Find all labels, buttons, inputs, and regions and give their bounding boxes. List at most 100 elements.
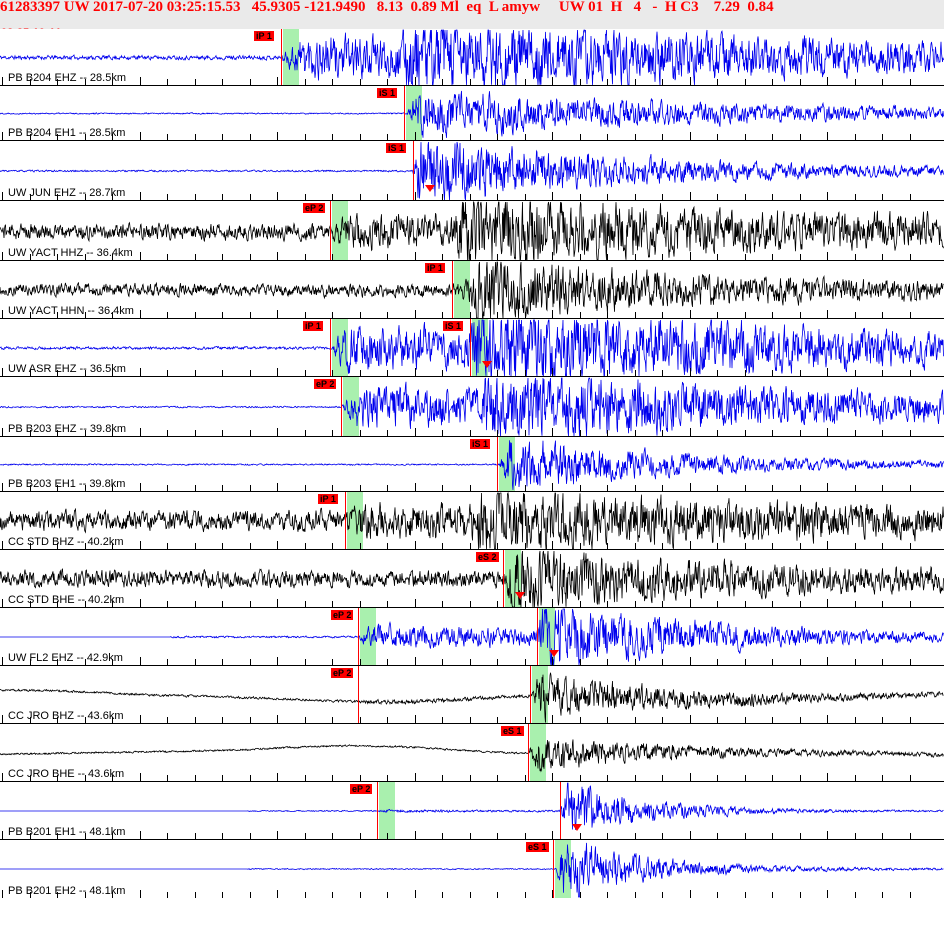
pick-marker-line[interactable] <box>330 319 331 376</box>
pick-phase-label[interactable]: eS 1 <box>526 842 549 852</box>
pick-window-band <box>283 29 299 85</box>
pick-phase-label[interactable]: eP 2 <box>303 203 326 213</box>
trace-row[interactable]: iS 1 PB B203 EH1 -- 39.8km <box>0 437 944 492</box>
pick-phase-label[interactable]: iS 1 <box>443 321 464 331</box>
time-axis-ticks <box>0 428 944 436</box>
channel-label: CC STD BHZ -- 40.2km <box>8 536 124 548</box>
time-window-header: 03:25:10.44 Timespan= 33 s 03:25:43.48 <box>0 15 944 63</box>
pick-phase-label[interactable]: iP 1 <box>254 31 274 41</box>
waveform <box>0 90 944 138</box>
waveform <box>0 492 944 549</box>
time-axis-ticks <box>0 773 944 781</box>
pick-phase-label[interactable]: iS 1 <box>386 143 407 153</box>
channel-label: PB B201 EH2 -- 48.1km <box>8 885 126 897</box>
trace-row[interactable]: eP 2 CC JRO BHZ -- 43.6km <box>0 666 944 724</box>
pick-phase-label[interactable]: eS 1 <box>501 726 524 736</box>
pick-marker-line[interactable] <box>497 437 498 491</box>
trace-row[interactable]: eS 1 CC JRO BHE -- 43.6km <box>0 724 944 782</box>
waveform <box>0 672 944 723</box>
pick-phase-label[interactable]: eP 2 <box>314 379 337 389</box>
pick-marker-line[interactable] <box>413 141 414 200</box>
time-axis-ticks <box>0 657 944 665</box>
pick-marker-line[interactable] <box>528 724 529 781</box>
pick-phase-label[interactable]: eP 2 <box>331 668 354 678</box>
trace-row[interactable]: eP 2 UW YACT HHZ -- 36.4km <box>0 201 944 261</box>
pick-marker-line[interactable] <box>341 377 342 436</box>
channel-label: CC STD BHE -- 40.2km <box>8 594 125 606</box>
trace-row[interactable]: iS 1 PB B204 EH1 -- 28.5km <box>0 86 944 141</box>
pick-triangle-marker[interactable] <box>515 592 525 599</box>
pick-phase-label[interactable]: iP 1 <box>303 321 323 331</box>
trace-row[interactable]: iP 1 PB B204 EHZ -- 28.5km <box>0 29 944 86</box>
pick-marker-line[interactable] <box>377 782 378 839</box>
waveform <box>0 261 944 318</box>
time-axis-ticks <box>0 831 944 839</box>
waveform <box>0 319 944 376</box>
channel-label: PB B203 EHZ -- 39.8km <box>8 423 126 435</box>
pick-marker-line[interactable] <box>404 86 405 140</box>
pick-phase-label[interactable]: iS 1 <box>470 439 491 449</box>
channel-label: UW ASR EHZ -- 36.5km <box>8 363 126 375</box>
channel-label: UW YACT HHZ -- 36.4km <box>8 247 133 259</box>
time-axis-ticks <box>0 541 944 549</box>
waveform <box>0 550 944 607</box>
trace-row[interactable]: eP 2 PB B201 EH1 -- 48.1km <box>0 782 944 840</box>
pick-phase-label[interactable]: iP 1 <box>425 263 445 273</box>
trace-row[interactable]: eS 1 PB B201 EH2 -- 48.1km <box>0 840 944 898</box>
channel-label: PB B204 EH1 -- 28.5km <box>8 127 126 139</box>
trace-row[interactable]: eP 2 UW FL2 EHZ -- 42.9km <box>0 608 944 666</box>
trace-row[interactable]: iS 1 UW JUN EHZ -- 28.7km <box>0 141 944 201</box>
pick-triangle-marker[interactable] <box>425 185 435 192</box>
waveform <box>0 377 944 436</box>
pick-marker-line[interactable] <box>530 666 531 723</box>
channel-label: CC JRO BHE -- 43.6km <box>8 768 125 780</box>
channel-label: UW JUN EHZ -- 28.7km <box>8 187 126 199</box>
pick-marker-line[interactable] <box>358 608 359 665</box>
time-axis-ticks <box>0 715 944 723</box>
pick-phase-label[interactable]: iS 1 <box>377 88 398 98</box>
pick-triangle-marker[interactable] <box>482 361 492 368</box>
waveform <box>0 739 944 773</box>
pick-window-band <box>332 201 348 260</box>
pick-marker-line[interactable] <box>281 29 282 85</box>
pick-phase-label[interactable]: iP 1 <box>318 494 338 504</box>
pick-marker-line[interactable] <box>560 782 561 839</box>
waveform <box>0 440 944 490</box>
pick-window-band <box>347 492 363 549</box>
pick-triangle-marker[interactable] <box>572 824 582 831</box>
trace-panel[interactable]: iP 1 PB B204 EHZ -- 28.5km iS 1 PB B204 EH1… <box>0 29 944 940</box>
waveform <box>0 29 944 85</box>
channel-label: PB B204 EHZ -- 28.5km <box>8 72 126 84</box>
time-axis-ticks <box>0 599 944 607</box>
pick-triangle-marker[interactable] <box>549 650 559 657</box>
pick-marker-line[interactable] <box>537 608 538 665</box>
trace-row[interactable]: eP 2 PB B203 EHZ -- 39.8km <box>0 377 944 437</box>
channel-label: PB B203 EH1 -- 39.8km <box>8 478 126 490</box>
pick-marker-line[interactable] <box>470 319 471 376</box>
pick-phase-label[interactable]: eP 2 <box>350 784 373 794</box>
event-header-line: 61283397 UW 2017-07-20 03:25:15.53 45.93… <box>0 0 774 15</box>
time-axis-ticks <box>0 132 944 140</box>
pick-marker-line[interactable] <box>330 201 331 260</box>
waveform <box>0 842 944 898</box>
pick-marker-line[interactable] <box>358 666 359 723</box>
time-axis-ticks <box>0 483 944 491</box>
trace-row[interactable]: iP 1 UW YACT HHN -- 36.4km <box>0 261 944 319</box>
pick-phase-label[interactable]: eP 2 <box>331 610 354 620</box>
channel-label: UW YACT HHN -- 36.4km <box>8 305 134 317</box>
trace-row[interactable]: eS 2 CC STD BHE -- 40.2km <box>0 550 944 608</box>
channel-label: CC JRO BHZ -- 43.6km <box>8 710 124 722</box>
pick-phase-label[interactable]: eS 2 <box>476 552 499 562</box>
pick-marker-line[interactable] <box>553 840 554 898</box>
pick-marker-line[interactable] <box>503 550 504 607</box>
time-axis-ticks <box>0 192 944 200</box>
waveform <box>0 141 944 200</box>
time-axis-ticks <box>0 252 944 260</box>
trace-row[interactable]: iP 1 CC STD BHZ -- 40.2km <box>0 492 944 550</box>
trace-row[interactable]: iP 1 iS 1 UW ASR EHZ -- 36.5km <box>0 319 944 377</box>
time-axis-ticks <box>0 77 944 85</box>
pick-window-band <box>360 608 376 665</box>
pick-marker-line[interactable] <box>345 492 346 549</box>
pick-marker-line[interactable] <box>452 261 453 318</box>
